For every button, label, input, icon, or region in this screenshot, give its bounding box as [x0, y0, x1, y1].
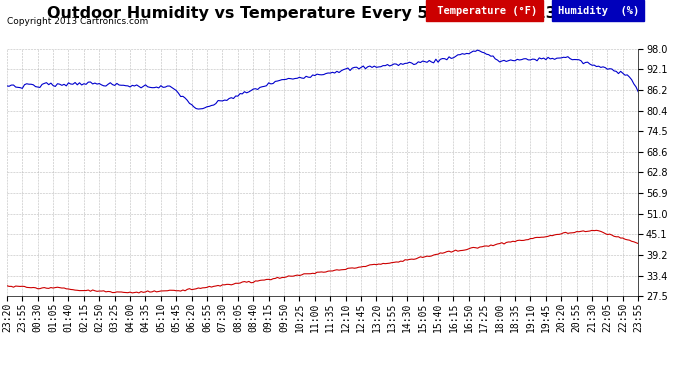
Text: Copyright 2013 Cartronics.com: Copyright 2013 Cartronics.com	[7, 17, 148, 26]
Text: Humidity  (%): Humidity (%)	[558, 6, 639, 16]
Text: Temperature (°F): Temperature (°F)	[431, 6, 538, 16]
Text: Outdoor Humidity vs Temperature Every 5 Minutes 20130210: Outdoor Humidity vs Temperature Every 5 …	[47, 6, 602, 21]
